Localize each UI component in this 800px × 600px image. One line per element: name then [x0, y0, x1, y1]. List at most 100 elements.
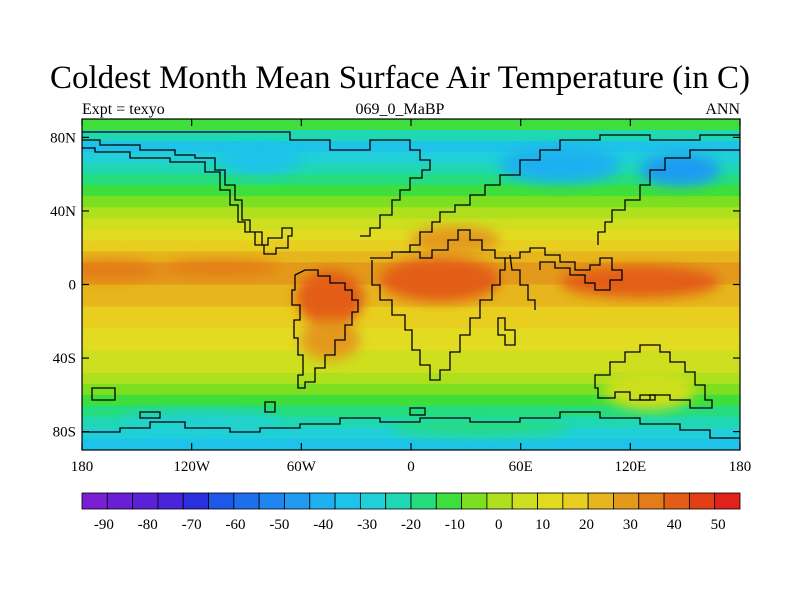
coast-africa [371, 229, 506, 381]
colorbar-swatch [537, 492, 564, 510]
lat-band [82, 339, 740, 352]
colorbar-label: 30 [623, 517, 638, 533]
coast-north-america [82, 139, 293, 255]
colorbar-swatch [359, 492, 387, 510]
colorbar-swatch [410, 492, 437, 510]
lat-band [82, 394, 740, 407]
lat-band [82, 251, 740, 263]
colorbar-label: 20 [579, 517, 594, 533]
colorbar-label: 10 [535, 517, 550, 533]
colorbar-swatch [233, 492, 260, 510]
season-label: ANN [705, 101, 740, 118]
lat-band [82, 229, 740, 241]
colorbar-swatch [511, 492, 538, 510]
colorbar-label: -50 [269, 517, 289, 533]
lat-band [82, 383, 740, 396]
colorbar-label: -40 [313, 517, 333, 533]
colorbar-swatch [157, 492, 184, 510]
lat-band [82, 416, 740, 429]
colorbar-swatch [81, 492, 108, 510]
colorbar-swatch [182, 492, 209, 510]
colorbar-swatch [385, 492, 412, 510]
coast-south-america [291, 269, 359, 389]
colorbar-label: -10 [445, 517, 465, 533]
colorbar-label: -60 [226, 517, 246, 533]
colorbar-swatch [284, 492, 311, 510]
colorbar-swatch [461, 492, 488, 510]
coast-islands [139, 394, 656, 419]
colorbar-label: -90 [94, 517, 114, 533]
colorbar-label: -70 [182, 517, 202, 533]
colorbar-label: 40 [667, 517, 682, 533]
lat-band [82, 405, 740, 418]
lon-tick-label: 120E [614, 459, 646, 475]
colorbar-label: 0 [495, 517, 503, 533]
temperature-field [82, 119, 740, 450]
coast-africa-eurasia [370, 134, 740, 259]
lon-tick-label: 60E [509, 459, 533, 475]
coast-asia [505, 247, 623, 291]
colorbar-swatch [663, 492, 690, 510]
lat-band [82, 372, 740, 385]
age-label: 069_0_MaBP [355, 101, 445, 118]
lat-band [82, 152, 740, 164]
colorbar-labels: -90 -80 -70 -60 -50 -40 -30 -20 -10 0 10 20 30 40 50 [94, 517, 726, 533]
lon-tick-label: 0 [407, 459, 415, 475]
colorbar-swatch [435, 492, 463, 510]
lon-tick-label: 120W [173, 459, 211, 475]
colorbar-label: -80 [138, 517, 158, 533]
colorbar-label: -30 [357, 517, 377, 533]
coast-madagascar [497, 317, 516, 346]
experiment-label: Expt = texyo [82, 101, 165, 118]
lon-tick-label: 180 [729, 459, 752, 475]
colorbar-swatch [334, 492, 361, 510]
lon-tick-label: 180 [71, 459, 94, 475]
lat-band [82, 196, 740, 208]
lat-band [82, 240, 740, 252]
lat-tick-label: 80S [53, 425, 76, 441]
colorbar-swatch [613, 492, 640, 510]
map-title: Coldest Month Mean Surface Air Temperatu… [50, 60, 750, 96]
colorbar-swatch [562, 492, 589, 510]
coast-nz [91, 387, 116, 401]
coast-india [509, 254, 536, 310]
lat-band [82, 163, 740, 175]
colorbar-swatch [688, 492, 716, 510]
lat-band [82, 141, 740, 153]
colorbar-swatch [208, 492, 235, 510]
lat-band [82, 207, 740, 219]
lat-tick-label: 0 [69, 278, 77, 294]
colorbar [81, 492, 741, 510]
coast-antarctica [82, 411, 740, 439]
lat-tick-label: 40N [50, 204, 76, 220]
coast-australia [594, 344, 713, 409]
warm-blobs [82, 146, 720, 436]
lat-band [82, 350, 740, 363]
lat-band [82, 174, 740, 186]
colorbar-label: 50 [711, 517, 726, 533]
lat-band [82, 328, 740, 341]
colorbar-label: -20 [401, 517, 421, 533]
lon-tick-label: 60W [287, 459, 317, 475]
lat-band [82, 361, 740, 374]
lat-band [82, 306, 740, 319]
colorbar-swatch [309, 492, 336, 510]
colorbar-swatch [486, 492, 513, 510]
lat-band [82, 317, 740, 330]
coastlines [82, 131, 740, 439]
lat-tick-label: 80N [50, 130, 76, 146]
colorbar-swatch [106, 492, 134, 510]
lat-band [82, 427, 740, 440]
lat-band [82, 185, 740, 197]
colorbar-swatch [587, 492, 614, 510]
lat-band [82, 130, 740, 142]
coast-north-america-top [82, 131, 431, 237]
colorbar-swatch [714, 492, 741, 510]
colorbar-swatch [132, 492, 159, 510]
coast-east-asia [597, 149, 740, 245]
colorbar-swatch [638, 492, 665, 510]
colorbar-swatch [258, 492, 285, 510]
lat-tick-label: 40S [53, 351, 76, 367]
lat-band [82, 218, 740, 230]
